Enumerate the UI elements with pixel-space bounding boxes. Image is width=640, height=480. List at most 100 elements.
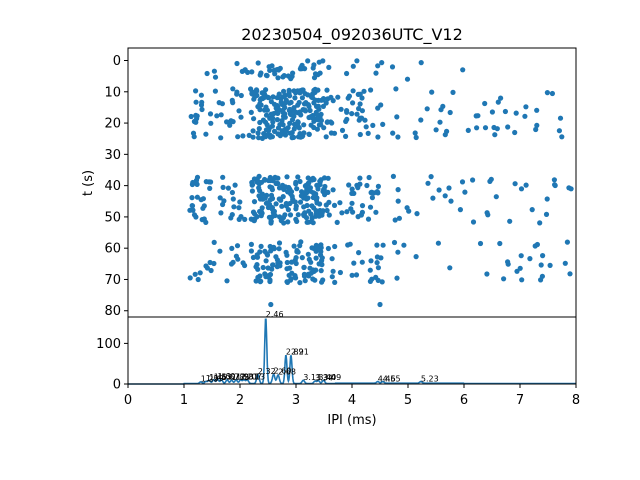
raster-point (349, 186, 355, 192)
raster-point (302, 183, 308, 189)
raster-point (544, 196, 550, 202)
raster-point (457, 207, 463, 213)
raster-point (322, 183, 328, 190)
raster-y-tick-label: 80 (104, 304, 121, 319)
raster-point (194, 194, 200, 200)
raster-point (278, 197, 284, 203)
raster-point (312, 97, 318, 103)
raster-point (371, 190, 377, 196)
raster-point (507, 218, 513, 224)
raster-point (260, 264, 266, 271)
raster-point (219, 101, 225, 107)
raster-point (460, 67, 466, 73)
raster-point (251, 199, 258, 205)
raster-point (208, 267, 214, 274)
raster-point (287, 120, 293, 126)
raster-point (527, 256, 533, 262)
raster-y-axis-label: t (s) (81, 170, 96, 196)
raster-y-tick-label: 50 (104, 210, 121, 225)
raster-point (362, 117, 368, 123)
raster-point (393, 86, 399, 92)
raster-point (470, 219, 477, 225)
raster-point (242, 216, 248, 222)
raster-point (301, 130, 307, 136)
raster-point (497, 240, 503, 247)
raster-point (287, 106, 293, 112)
raster-point (389, 64, 396, 70)
raster-point (267, 177, 273, 184)
raster-point (482, 125, 489, 131)
raster-point (318, 249, 324, 255)
raster-point (375, 134, 381, 140)
raster-point (299, 255, 305, 261)
raster-point (220, 184, 226, 190)
raster-point (227, 122, 233, 128)
raster-point (199, 217, 205, 223)
raster-point (214, 113, 220, 119)
raster-point (404, 205, 410, 211)
raster-point (316, 122, 322, 128)
raster-point (295, 123, 301, 129)
raster-point (248, 248, 254, 254)
raster-point (260, 117, 266, 123)
raster-point (319, 255, 325, 261)
raster-point (268, 301, 274, 308)
raster-point (435, 240, 441, 246)
raster-point (254, 262, 260, 268)
raster-point (539, 273, 546, 279)
raster-point (282, 184, 289, 190)
raster-point (359, 203, 366, 209)
raster-point (285, 189, 291, 195)
raster-point (308, 259, 314, 265)
raster-point (338, 106, 344, 112)
raster-point (337, 200, 343, 206)
raster-point (264, 73, 270, 79)
ipi-peak-label: 3.40 (318, 373, 336, 382)
raster-point (270, 262, 276, 268)
raster-point (230, 119, 236, 125)
raster-point (314, 112, 320, 118)
raster-point (344, 108, 350, 114)
raster-point (281, 220, 287, 226)
raster-point (277, 263, 283, 269)
raster-point (262, 248, 268, 254)
raster-point (294, 249, 300, 255)
raster-point (191, 134, 197, 140)
raster-point (251, 218, 257, 224)
raster-point (316, 59, 322, 65)
raster-point (310, 220, 316, 226)
ipi-x-tick-label: 2 (236, 393, 244, 408)
raster-point (436, 187, 442, 193)
raster-point (357, 175, 363, 181)
raster-point (556, 128, 563, 134)
ipi-peak-label: 1.53 (214, 372, 232, 381)
raster-point (303, 215, 310, 221)
raster-point (291, 243, 297, 249)
raster-point (348, 206, 354, 212)
raster-point (199, 99, 205, 105)
raster-point (366, 174, 372, 181)
raster-point (377, 301, 383, 308)
raster-point (288, 112, 294, 118)
raster-point (395, 249, 401, 255)
raster-y-ticks: 0 10 20 30 40 50 60 70 80 (104, 54, 128, 319)
ipi-y-tick-label: 0 (113, 378, 121, 393)
raster-point (199, 106, 205, 113)
raster-point (287, 265, 293, 271)
raster-point (230, 259, 236, 265)
raster-point (267, 201, 273, 208)
raster-point (256, 173, 262, 179)
raster-point (229, 245, 235, 251)
raster-point (281, 73, 287, 79)
raster-point (262, 176, 268, 183)
raster-point (465, 127, 471, 133)
raster-point (270, 94, 276, 100)
raster-point (220, 174, 226, 180)
ipi-peak-label: 1.39 (206, 374, 224, 383)
raster-point (430, 195, 436, 201)
raster-point (256, 126, 262, 132)
raster-point (269, 123, 275, 129)
ipi-peak-label: 1.67 (222, 372, 240, 381)
raster-point (301, 122, 307, 128)
raster-point (353, 272, 360, 278)
